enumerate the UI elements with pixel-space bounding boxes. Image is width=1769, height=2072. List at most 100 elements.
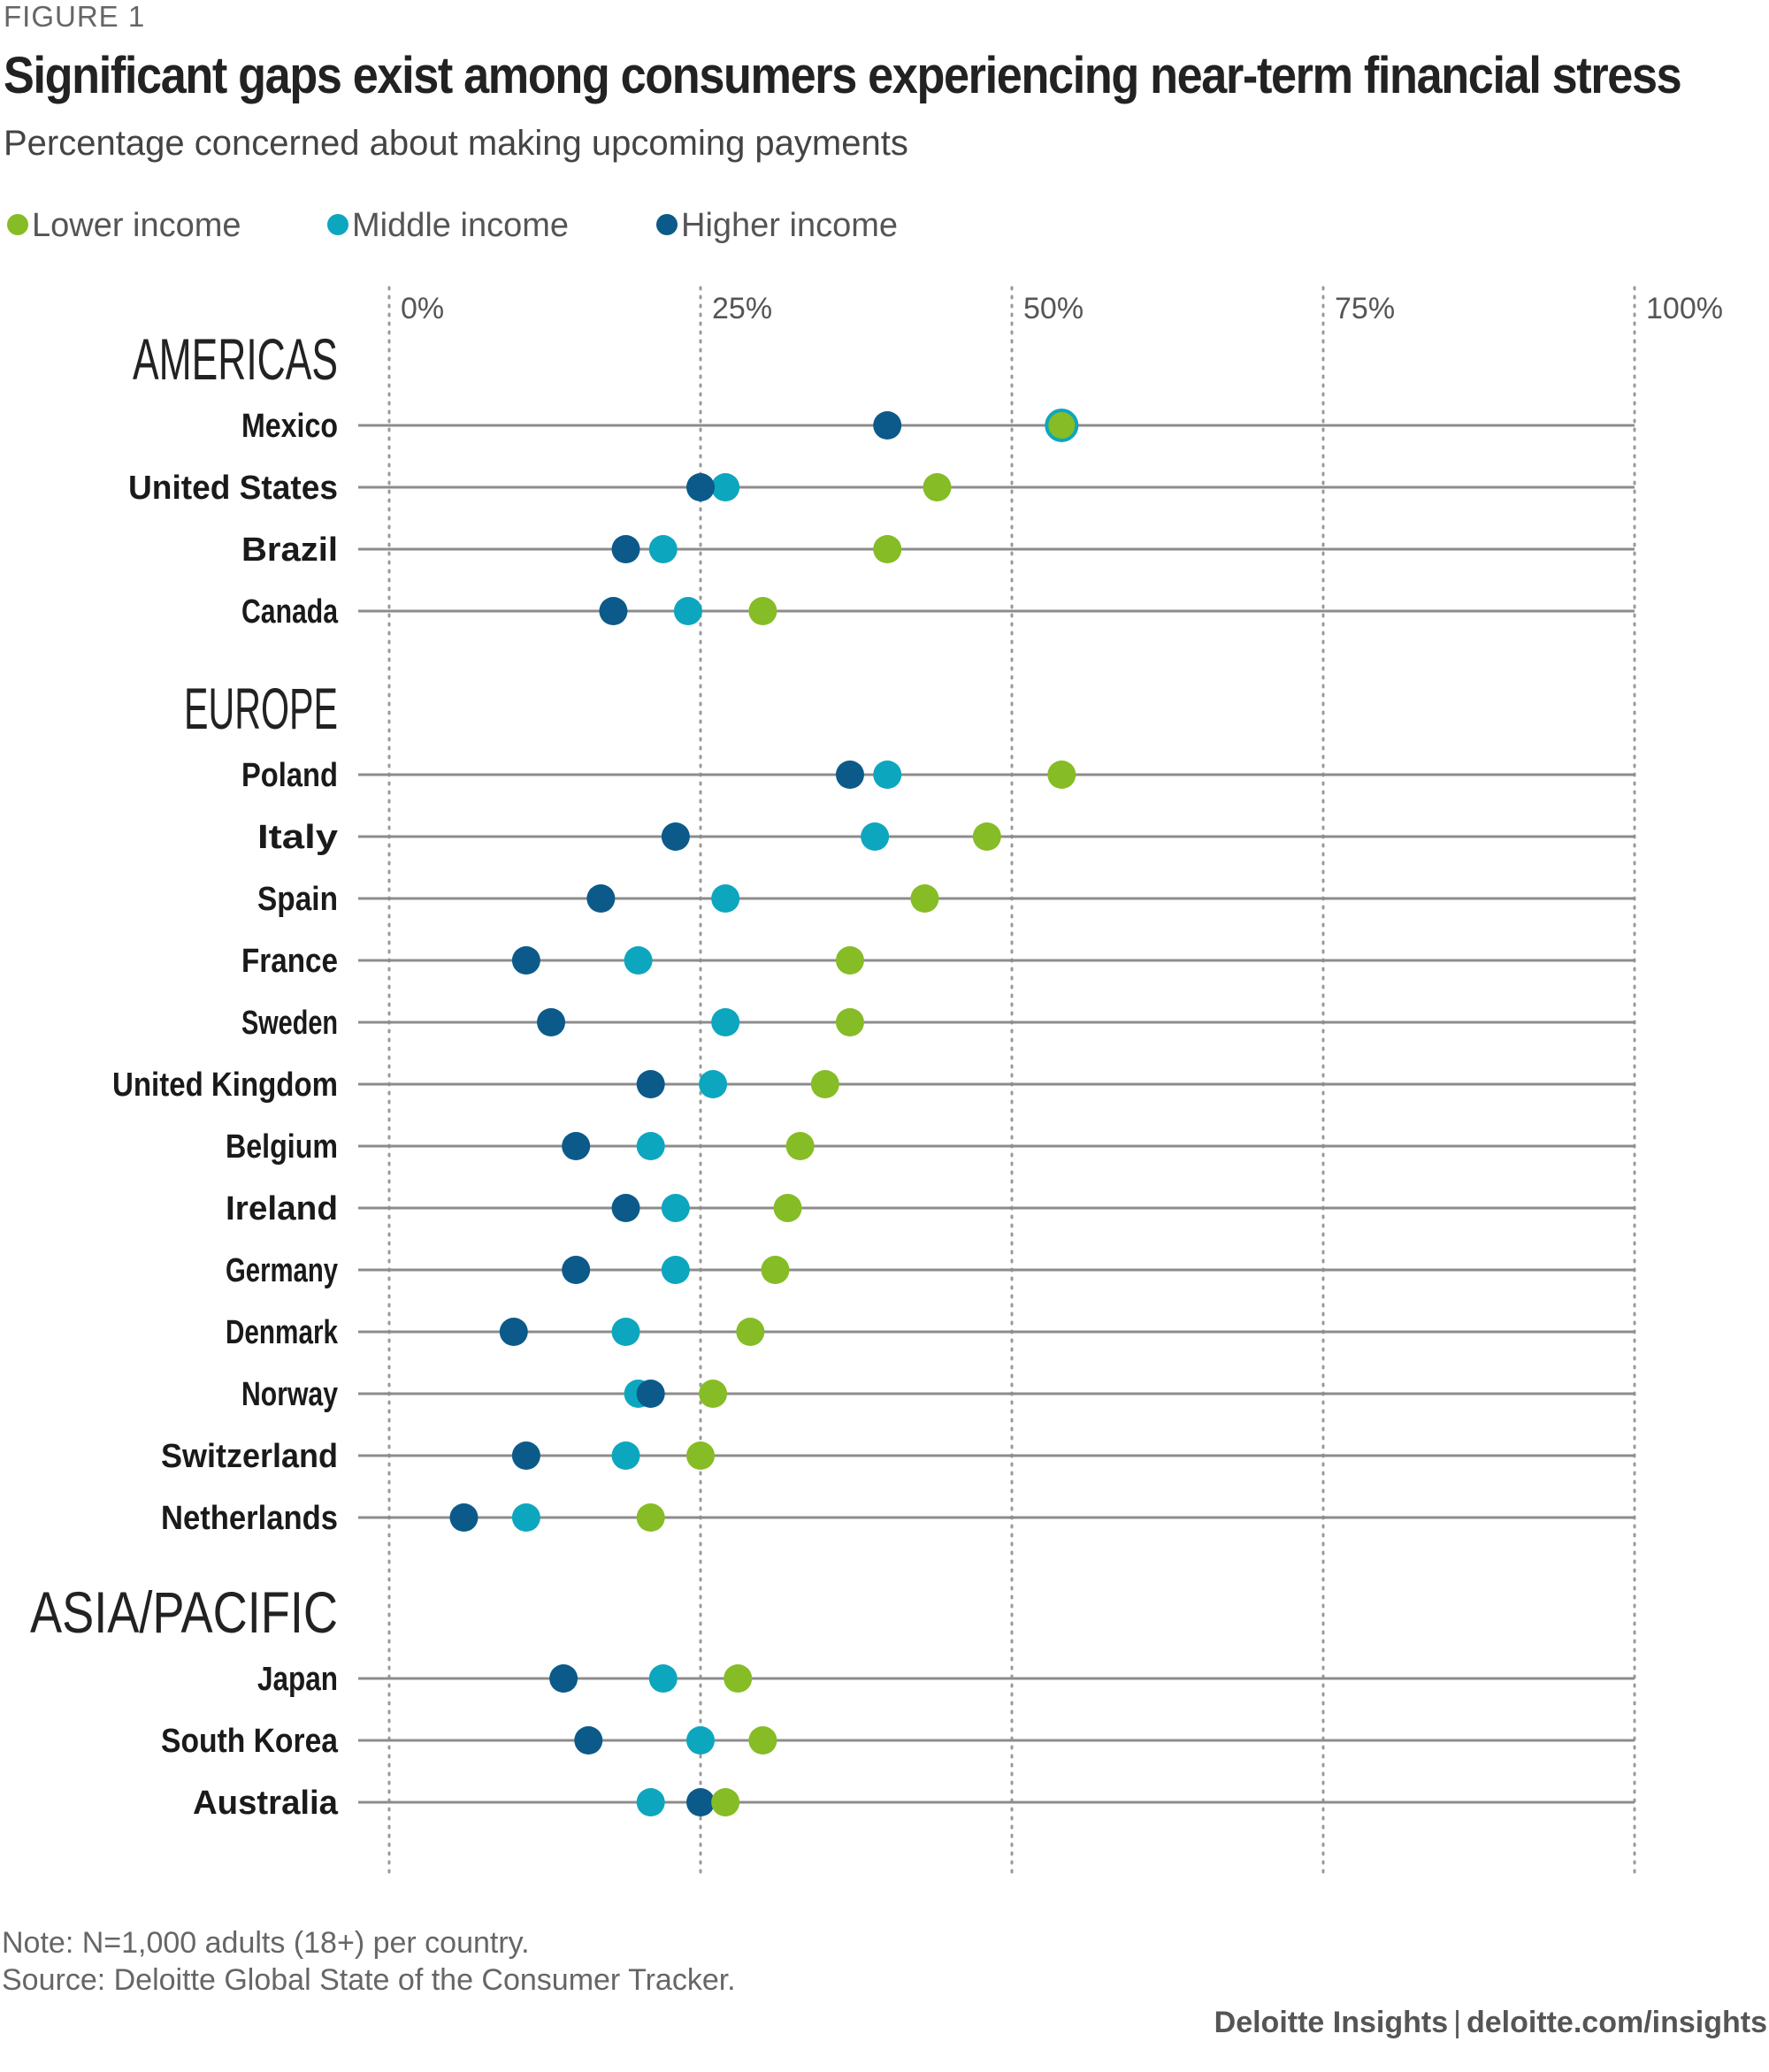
dot-higher-united-states xyxy=(686,473,715,501)
dot-higher-spain xyxy=(586,884,616,913)
dot-lower-france xyxy=(835,946,864,975)
legend-swatch-lower xyxy=(7,213,28,235)
dot-lower-mexico xyxy=(1047,411,1076,440)
country-label: Canada xyxy=(241,593,339,631)
note-text: Note: N=1,000 adults (18+) per country. xyxy=(2,1926,530,1960)
dot-lower-italy xyxy=(972,822,1001,851)
dot-higher-denmark xyxy=(499,1318,528,1346)
dot-higher-netherlands xyxy=(449,1503,479,1532)
x-tick-label: 75% xyxy=(1335,292,1395,325)
region-heading: ASIA/PACIFIC xyxy=(30,1579,338,1645)
x-tick-label: 25% xyxy=(712,292,772,325)
x-tick-label: 100% xyxy=(1646,292,1723,325)
legend-item-higher: Higher income xyxy=(656,207,898,245)
country-label: France xyxy=(241,943,338,980)
country-label: Ireland xyxy=(226,1190,338,1227)
x-tick-label: 50% xyxy=(1023,292,1084,325)
dot-lower-united-kingdom xyxy=(810,1070,839,1098)
dot-higher-france xyxy=(511,946,540,975)
dot-higher-australia xyxy=(686,1788,715,1816)
dot-lower-denmark xyxy=(736,1318,765,1346)
dot-lower-ireland xyxy=(773,1194,802,1222)
dot-middle-united-kingdom xyxy=(699,1070,728,1098)
credit-brand: Deloitte Insights xyxy=(1214,2006,1449,2039)
country-label: Switzerland xyxy=(161,1438,338,1475)
dot-higher-south-korea xyxy=(574,1726,603,1755)
legend-swatch-higher xyxy=(656,213,678,235)
legend-swatch-middle xyxy=(327,213,348,235)
dot-middle-poland xyxy=(873,761,902,789)
dot-higher-belgium xyxy=(562,1132,591,1160)
dot-lower-south-korea xyxy=(748,1726,777,1755)
dot-higher-sweden xyxy=(537,1008,566,1036)
dot-overlap-ring xyxy=(1045,409,1079,442)
source-text: Source: Deloitte Global State of the Con… xyxy=(2,1963,736,1997)
dot-higher-canada xyxy=(599,597,628,625)
figure-label: FIGURE 1 xyxy=(4,0,146,33)
dot-middle-australia xyxy=(636,1788,665,1816)
legend-label-lower: Lower income xyxy=(32,207,241,244)
country-label: Germany xyxy=(226,1252,338,1289)
country-label: Australia xyxy=(193,1785,339,1822)
dot-higher-united-kingdom xyxy=(636,1070,665,1098)
country-label: United Kingdom xyxy=(112,1067,338,1104)
dot-middle-sweden xyxy=(711,1008,740,1036)
legend-item-lower: Lower income xyxy=(7,207,241,245)
dot-higher-switzerland xyxy=(511,1441,540,1470)
legend-label-middle: Middle income xyxy=(352,207,569,244)
dot-middle-south-korea xyxy=(686,1726,715,1755)
dot-lower-switzerland xyxy=(686,1441,715,1470)
dot-higher-ireland xyxy=(611,1194,640,1222)
dot-lower-australia xyxy=(711,1788,740,1816)
dot-higher-italy xyxy=(661,822,690,851)
dot-middle-spain xyxy=(711,884,740,913)
country-label: Japan xyxy=(257,1661,338,1698)
x-tick-label: 0% xyxy=(401,292,444,325)
dot-middle-united-states xyxy=(711,473,740,501)
legend-label-higher: Higher income xyxy=(681,207,898,244)
chart-subtitle: Percentage concerned about making upcomi… xyxy=(4,124,908,163)
dot-lower-brazil xyxy=(873,535,902,563)
dot-middle-france xyxy=(624,946,653,975)
country-label: Netherlands xyxy=(161,1500,338,1537)
credit: Deloitte Insights | deloitte.com/insights xyxy=(1214,2006,1767,2040)
dot-higher-mexico xyxy=(873,411,902,440)
country-label: Denmark xyxy=(226,1314,339,1351)
dot-higher-germany xyxy=(562,1256,591,1284)
dot-higher-japan xyxy=(549,1664,578,1693)
country-label: Spain xyxy=(257,881,338,918)
dot-lower-belgium xyxy=(785,1132,815,1160)
dot-middle-ireland xyxy=(661,1194,690,1222)
country-label: Belgium xyxy=(226,1128,338,1166)
dot-lower-japan xyxy=(724,1664,753,1693)
dot-plot: 0% 25% 50% 75% 100% AMERICAS Mexico United Stat… xyxy=(30,286,1723,1881)
legend-item-middle: Middle income xyxy=(327,207,569,245)
dot-higher-brazil xyxy=(611,535,640,563)
dot-higher-norway xyxy=(636,1380,665,1408)
dot-lower-united-states xyxy=(923,473,952,501)
country-label: Brazil xyxy=(241,531,338,569)
country-label: South Korea xyxy=(161,1723,339,1760)
country-label: Poland xyxy=(241,757,338,794)
dot-middle-italy xyxy=(861,822,890,851)
dot-middle-netherlands xyxy=(511,1503,540,1532)
dot-middle-japan xyxy=(648,1664,678,1693)
dot-lower-germany xyxy=(761,1256,790,1284)
dot-lower-poland xyxy=(1047,761,1076,789)
country-label: Mexico xyxy=(241,408,338,445)
dot-middle-belgium xyxy=(636,1132,665,1160)
dot-higher-poland xyxy=(835,761,864,789)
country-label: Italy xyxy=(257,819,338,856)
credit-separator: | xyxy=(1453,2006,1461,2039)
country-label: United States xyxy=(128,470,338,507)
region-heading: EUROPE xyxy=(184,676,338,741)
dot-lower-norway xyxy=(699,1380,728,1408)
dot-middle-germany xyxy=(661,1256,690,1284)
country-label: Sweden xyxy=(241,1005,338,1042)
credit-url: deloitte.com/insights xyxy=(1466,2006,1767,2039)
chart-title: Significant gaps exist among consumers e… xyxy=(4,47,1682,104)
dot-lower-netherlands xyxy=(636,1503,665,1532)
dot-middle-brazil xyxy=(648,535,678,563)
dot-lower-spain xyxy=(910,884,939,913)
dot-middle-denmark xyxy=(611,1318,640,1346)
